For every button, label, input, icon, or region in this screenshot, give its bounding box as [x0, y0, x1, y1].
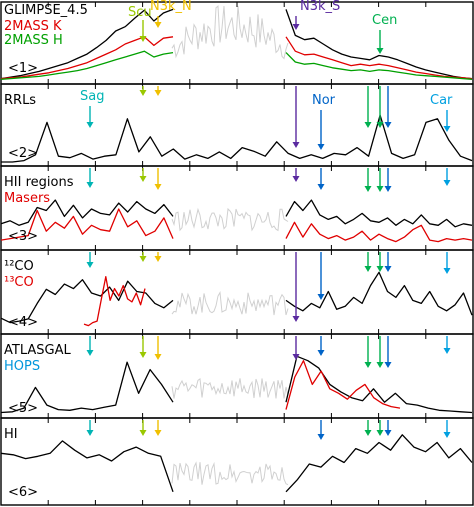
marker-arrow-head: [154, 90, 162, 96]
marker-arrow-head: [154, 22, 162, 28]
marker-arrow-head: [317, 434, 325, 440]
marker-label: Cen: [372, 13, 397, 28]
marker-arrow-head: [292, 354, 300, 360]
series-line: [1, 114, 473, 163]
series-line: [0, 8, 174, 80]
panel-label: HI: [4, 427, 18, 442]
marker-arrow-head: [139, 352, 147, 358]
panel-label: ¹³CO: [4, 275, 34, 290]
series-line: [0, 440, 174, 493]
marker-arrow-head: [292, 176, 300, 182]
marker-arrow-head: [443, 348, 451, 354]
panel-label: ¹²CO: [4, 259, 34, 274]
marker-arrow-head: [154, 184, 162, 190]
marker-arrow-head: [376, 266, 384, 272]
marker-arrow-head: [139, 176, 147, 182]
marker-arrow-head: [384, 266, 392, 272]
series-line: [0, 199, 174, 226]
series-line: [285, 199, 473, 228]
unobserved-region-trace: [171, 207, 289, 232]
marker-label: N3k_S: [300, 0, 340, 14]
marker-arrow-head: [384, 186, 392, 192]
panel-index-label: <5>: [8, 401, 38, 416]
marker-label: Scu: [128, 5, 152, 20]
marker-arrow-head: [443, 126, 451, 132]
marker-arrow-head: [86, 430, 94, 436]
series-line: [0, 50, 174, 80]
marker-arrow-head: [364, 122, 372, 128]
marker-arrow-head: [376, 122, 384, 128]
marker-arrow-head: [364, 430, 372, 436]
marker-arrow-head: [376, 186, 384, 192]
marker-label: Sag: [80, 89, 104, 104]
marker-arrow-head: [154, 354, 162, 360]
marker-arrow-head: [86, 262, 94, 268]
marker-arrow-head: [443, 180, 451, 186]
marker-arrow-head: [139, 90, 147, 96]
panel-index-label: <3>: [8, 229, 38, 244]
marker-arrow-head: [154, 430, 162, 436]
panel-frame: [0, 417, 474, 506]
marker-arrow-head: [86, 350, 94, 356]
marker-arrow-head: [317, 144, 325, 150]
marker-label: N3k_N: [150, 0, 192, 14]
marker-arrow-head: [317, 350, 325, 356]
marker-arrow-head: [384, 122, 392, 128]
marker-arrow-head: [364, 266, 372, 272]
marker-arrow-head: [376, 362, 384, 368]
panel-label: HII regions: [4, 175, 74, 190]
series-line: [285, 360, 401, 410]
series-line: [285, 9, 473, 80]
series-line: [285, 355, 473, 414]
marker-arrow-head: [364, 186, 372, 192]
unobserved-region-trace: [171, 378, 289, 399]
panel-index-label: <2>: [8, 146, 38, 161]
marker-arrow-head: [292, 24, 300, 30]
marker-arrow-head: [317, 294, 325, 300]
panel-index-label: <1>: [8, 61, 38, 76]
marker-arrow-head: [376, 48, 384, 54]
panel-label: GLIMPSE_4.5: [4, 3, 88, 18]
marker-arrow-head: [139, 36, 147, 42]
series-line: [285, 271, 473, 316]
series-line: [285, 434, 473, 493]
panel-frame: [0, 333, 474, 419]
marker-arrow-head: [443, 268, 451, 274]
marker-arrow-head: [292, 142, 300, 148]
marker-arrow-head: [139, 256, 147, 262]
marker-arrow-head: [376, 430, 384, 436]
panel-label: 2MASS H: [4, 33, 63, 48]
series-line: [285, 36, 473, 80]
marker-label: Car: [430, 93, 453, 108]
panel-label: 2MASS K: [4, 19, 62, 34]
marker-arrow-head: [443, 432, 451, 438]
series-line: [0, 361, 174, 414]
marker-arrow-head: [292, 316, 300, 322]
marker-arrow-head: [384, 362, 392, 368]
panel-label: RRLs: [4, 93, 36, 108]
panel-label: Masers: [4, 191, 50, 206]
marker-arrow-head: [364, 362, 372, 368]
marker-arrow-head: [139, 430, 147, 436]
unobserved-region-trace: [171, 5, 289, 60]
series-line: [83, 276, 146, 327]
marker-label: Nor: [312, 93, 336, 108]
unobserved-region-trace: [171, 291, 289, 316]
marker-arrow-head: [317, 184, 325, 190]
marker-arrow-head: [86, 122, 94, 128]
marker-arrow-head: [384, 430, 392, 436]
unobserved-region-trace: [171, 461, 289, 486]
series-line: [285, 221, 473, 243]
panel-label: HOPS: [4, 359, 40, 374]
panel-frame: [0, 249, 474, 335]
marker-arrow-head: [86, 182, 94, 188]
panel-frame: [0, 83, 474, 167]
marker-arrow-head: [154, 256, 162, 262]
series-line: [285, 52, 473, 80]
panel-label: ATLASGAL: [4, 343, 71, 358]
series-line: [0, 208, 174, 241]
panel-index-label: <6>: [8, 485, 38, 500]
panel-index-label: <4>: [8, 315, 38, 330]
